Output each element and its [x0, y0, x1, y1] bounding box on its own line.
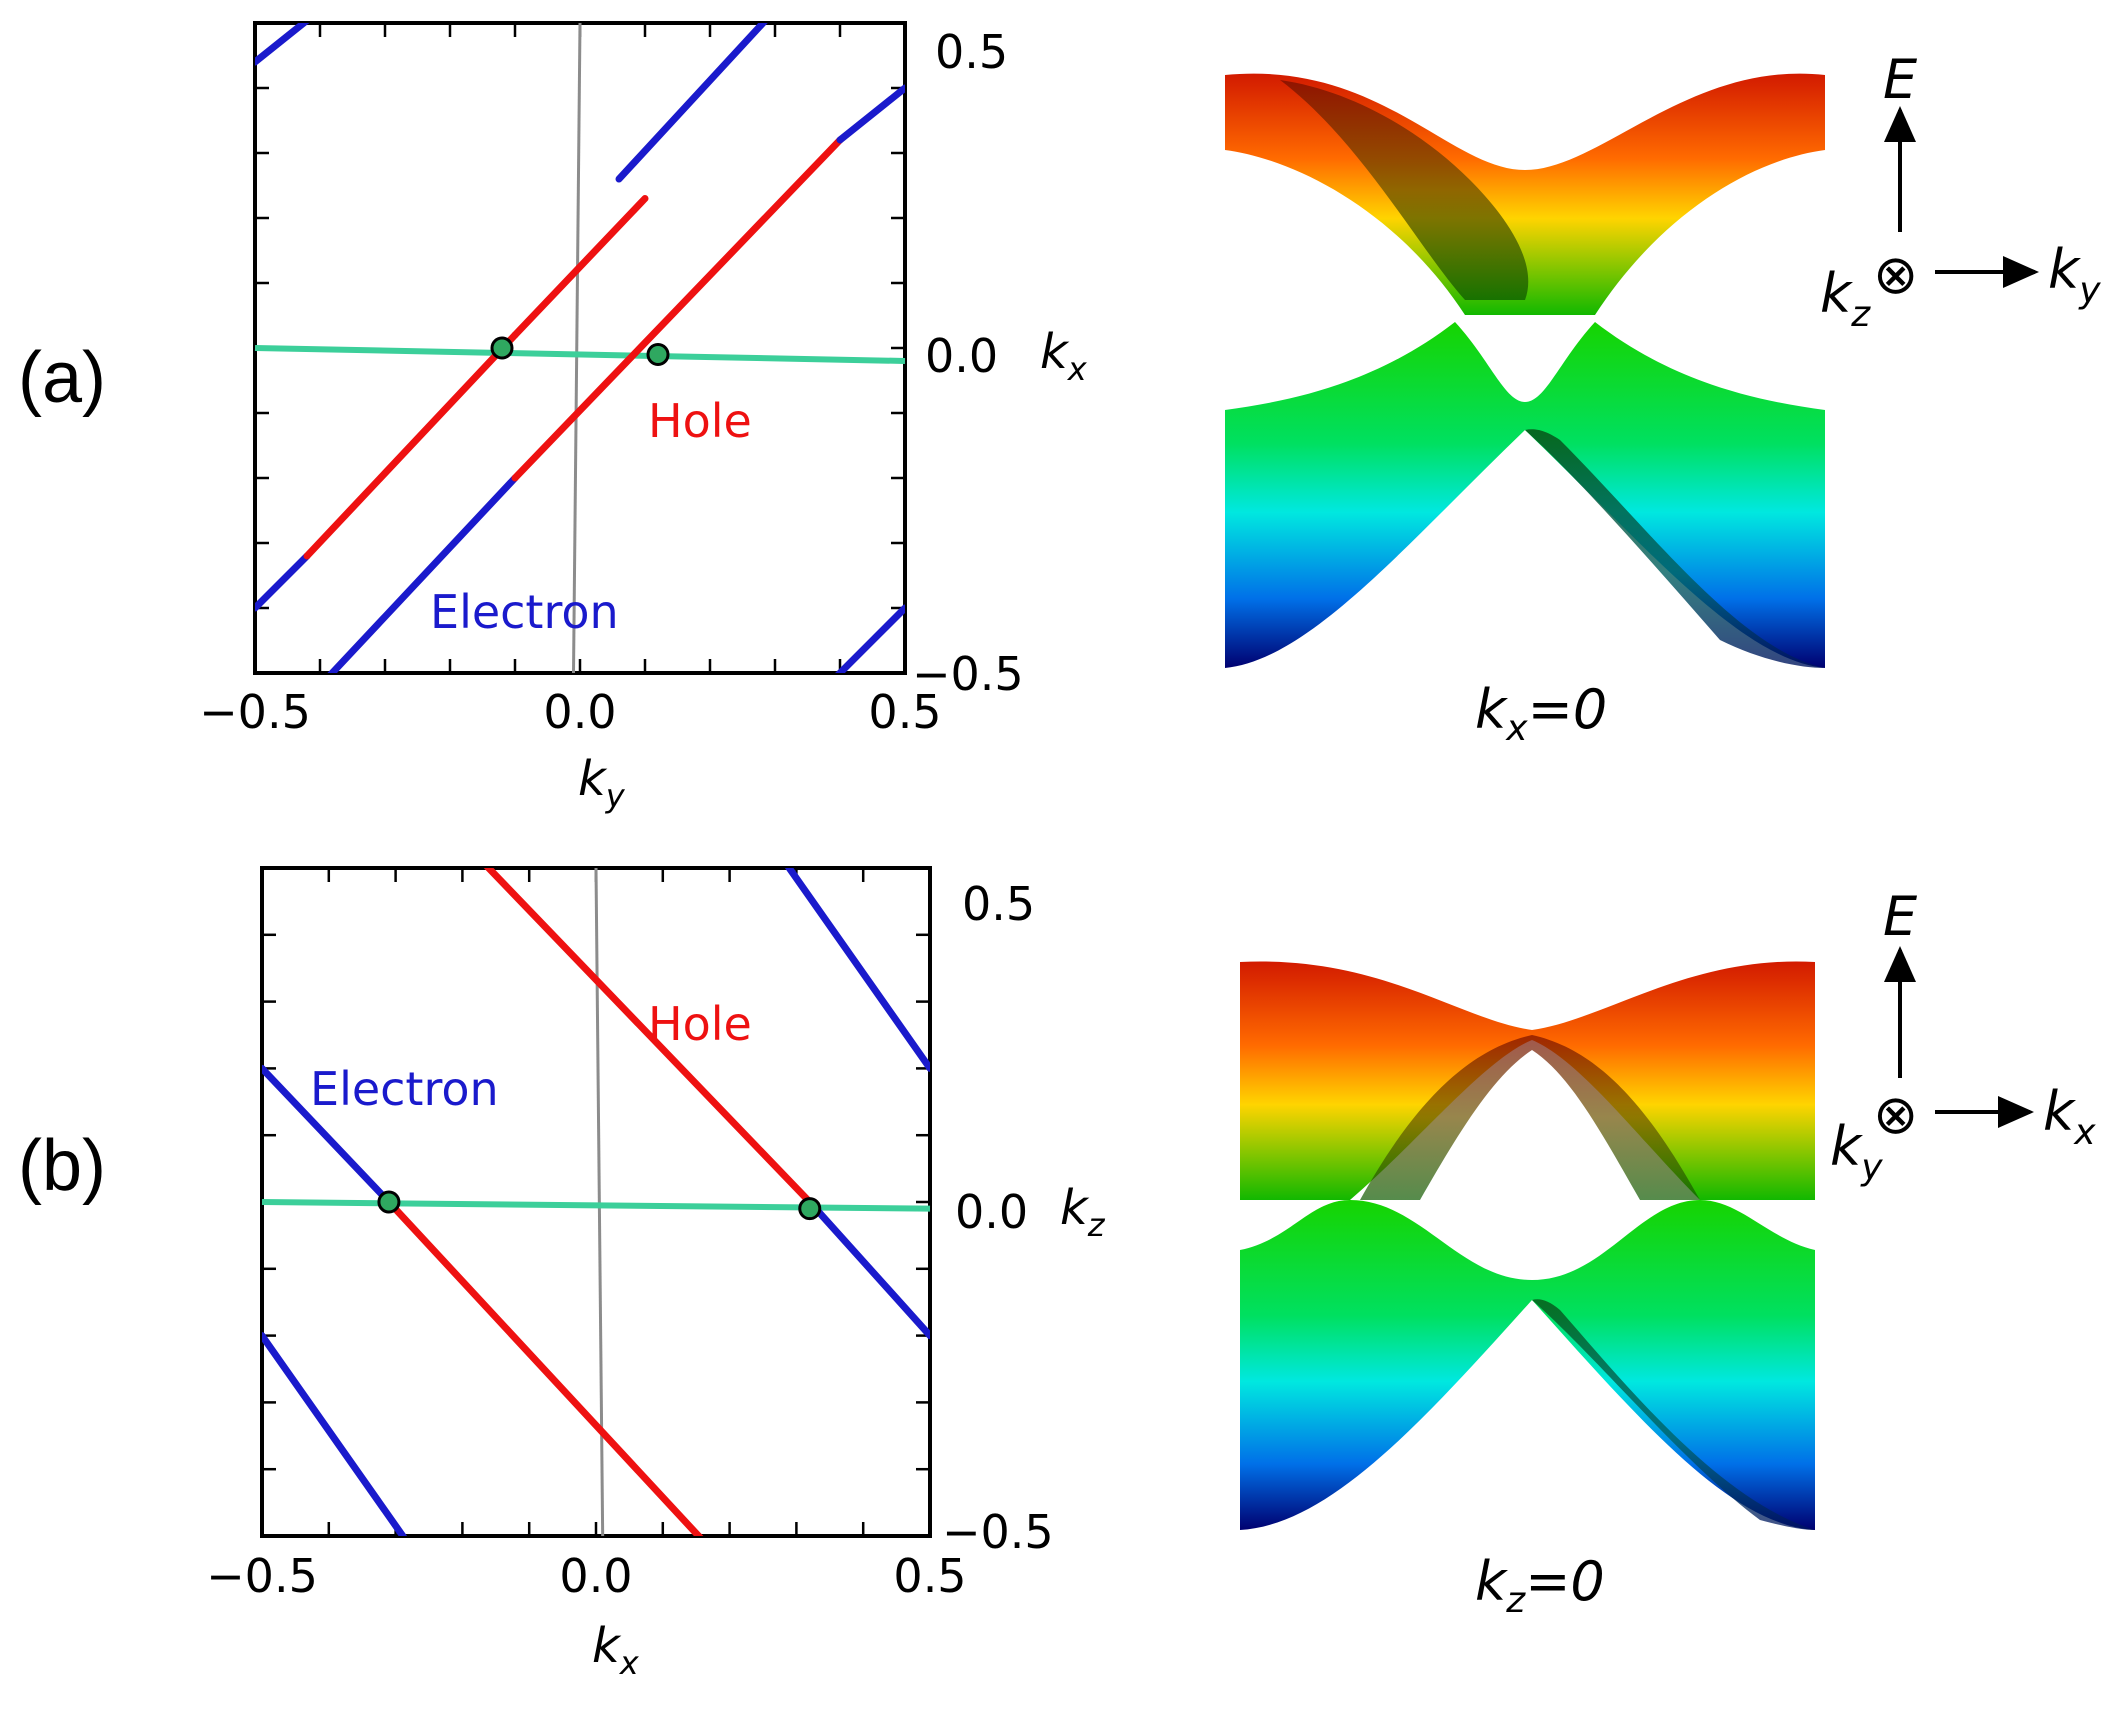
conduction-band-b — [1240, 961, 1815, 1200]
valence-band-b — [1240, 1200, 1815, 1530]
x-tick-label: 0.5 — [868, 685, 941, 739]
hole-fermi-segment — [511, 195, 649, 339]
electron-fermi-segment — [262, 1332, 408, 1536]
hole-label-a: Hole — [648, 394, 752, 448]
energy-axis-label: E — [1883, 885, 1918, 948]
electron-fermi-segment — [730, 1569, 750, 1582]
into-page-icon: ⊗ — [1873, 1083, 1918, 1146]
band-structure-a: kx=0 — [1225, 73, 1825, 749]
y-axis-label-a: kx — [1040, 324, 1088, 388]
weyl-node-point — [646, 343, 670, 366]
valence-band-a — [1225, 322, 1825, 668]
hole-fermi-segment — [385, 1198, 704, 1536]
weyl-node-point — [490, 336, 514, 360]
x-axis-label-b: kx — [592, 1618, 640, 1682]
electron-fermi-segment — [784, 868, 930, 1072]
right-axis-label: ky — [2048, 238, 2101, 311]
y-tick-label: 0.5 — [935, 25, 1008, 79]
electron-fermi-segment — [255, 23, 310, 66]
conduction-band-shadow-a — [1280, 80, 1529, 300]
band-caption-b: kz=0 — [1475, 1550, 1605, 1621]
x-tick-label: 0.5 — [893, 1549, 966, 1603]
y-tick-label: 0.5 — [962, 877, 1035, 931]
y-tick-label: 0.0 — [925, 329, 998, 383]
contour-plot-b: −0.5 0.0 0.5 0.5 0.0 −0.5 kx kz Hole Ele… — [206, 821, 1106, 1682]
into-page-icon: ⊗ — [1873, 243, 1918, 306]
hole-fermi-segment — [303, 331, 519, 560]
hole-label-b: Hole — [648, 997, 752, 1051]
ticks-a — [253, 21, 907, 675]
electron-fermi-segment — [255, 552, 311, 612]
band-caption-a: kx=0 — [1475, 678, 1607, 749]
axes-triad-a: E ky ⊗ kz — [1820, 48, 2101, 335]
electron-label-b: Electron — [310, 1062, 499, 1116]
electron-fermi-segment — [615, 23, 768, 183]
x-tick-label: 0.0 — [559, 1549, 632, 1603]
x-tick-label: −0.5 — [206, 1549, 318, 1603]
guide-line — [572, 22, 582, 674]
contour-plot-a: −0.5 0.0 0.5 0.5 0.0 −0.5 ky kx Hole Ele… — [199, 21, 1088, 815]
weyl-node-point — [798, 1197, 822, 1221]
y-axis-label-b: kz — [1060, 1180, 1106, 1244]
panel-b: (b) −0.5 0.0 0.5 0.5 0.0 −0.5 kx kz Hole… — [18, 821, 2096, 1682]
right-axis-label: kx — [2043, 1080, 2096, 1153]
energy-axis-label: E — [1883, 48, 1918, 111]
band-structure-b: kz=0 — [1240, 961, 1815, 1621]
panel-label-a: (a) — [18, 338, 106, 418]
valence-band-shadow-a — [1525, 429, 1825, 668]
valence-band-shadow-b — [1532, 1299, 1815, 1530]
electron-fermi-segment — [262, 1064, 393, 1206]
conduction-band-shadow-b — [1360, 1035, 1700, 1200]
electron-fermi-segment — [327, 474, 519, 673]
cut-line — [254, 345, 906, 364]
into-axis-label: ky — [1830, 1115, 1883, 1188]
hole-fermi-segment — [483, 868, 814, 1206]
x-tick-label: 0.0 — [543, 685, 616, 739]
electron-fermi-segment — [836, 84, 905, 144]
panel-a: (a) −0.5 0.0 0.5 0.5 0.0 −0.5 ky kx Hole… — [18, 21, 2101, 815]
panel-label-b: (b) — [18, 1126, 106, 1206]
y-tick-label: −0.5 — [942, 1505, 1054, 1559]
electron-fermi-segment — [806, 1198, 930, 1340]
y-tick-label: 0.0 — [955, 1185, 1028, 1239]
hole-fermi-segment — [511, 136, 844, 482]
weyl-node-point — [377, 1190, 401, 1214]
axes-triad-b: E kx ⊗ ky — [1830, 885, 2096, 1188]
electron-fermi-segment — [835, 604, 905, 673]
into-axis-label: kz — [1820, 262, 1871, 335]
x-tick-label: −0.5 — [199, 685, 311, 739]
electron-fermi-segment — [436, 821, 476, 854]
x-axis-label-a: ky — [578, 751, 626, 815]
y-tick-label: −0.5 — [912, 647, 1024, 701]
electron-label-a: Electron — [430, 585, 619, 639]
